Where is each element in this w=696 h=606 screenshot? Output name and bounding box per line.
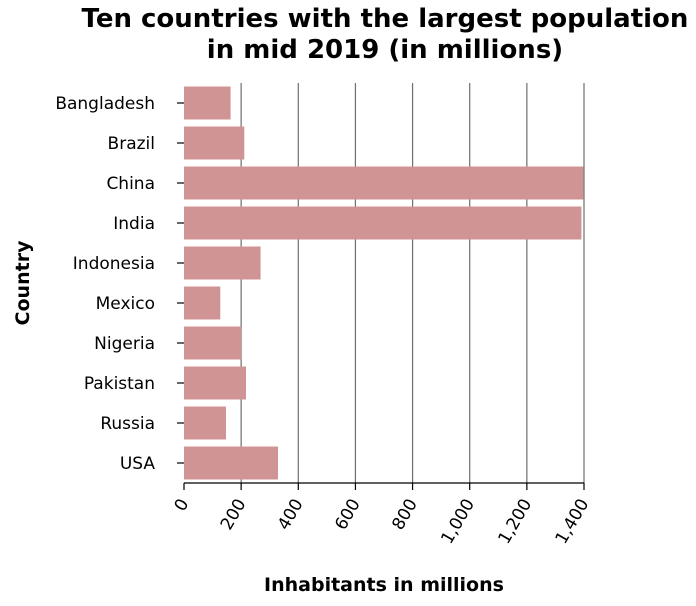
y-tick-label: Indonesia: [73, 254, 155, 274]
y-tick-label: Nigeria: [94, 334, 155, 354]
x-tick-label: 600: [331, 496, 365, 534]
bar-mexico: [184, 286, 221, 320]
y-tick-label: Pakistan: [84, 374, 155, 394]
x-tick-label: 1,400: [552, 496, 594, 548]
bar-usa: [184, 446, 278, 480]
y-tick-label: Bangladesh: [55, 94, 155, 114]
x-tick-label: 800: [388, 496, 422, 534]
x-tick-label: 200: [217, 496, 251, 534]
axes: 0 200 400 600 800 1,000 1,200 1,400 Bangladesh Br…: [55, 94, 593, 548]
bar-indonesia: [184, 246, 261, 280]
bar-china: [184, 166, 584, 200]
y-tick-label: Russia: [100, 414, 155, 434]
x-tick-label: 1,200: [495, 496, 537, 548]
chart-title: Ten countries with the largest populatio…: [60, 4, 696, 66]
y-tick-label: China: [106, 174, 155, 194]
y-tick-label: USA: [120, 454, 156, 474]
x-tick-label: 1,000: [437, 496, 479, 548]
bar-brazil: [184, 126, 245, 160]
gridlines: [240, 83, 585, 483]
y-tick-label: Brazil: [108, 134, 155, 154]
bar-nigeria: [184, 326, 242, 360]
y-axis-title: Country: [12, 240, 34, 326]
y-tick-label: India: [113, 214, 155, 234]
x-tick-label: 0: [171, 496, 194, 515]
bars: [184, 86, 584, 480]
bar-bangladesh: [184, 86, 231, 120]
chart-title-line-1: Ten countries with the largest populatio…: [81, 4, 689, 34]
bar-russia: [184, 406, 226, 440]
chart-title-line-2: in mid 2019 (in millions): [206, 35, 564, 65]
bar-pakistan: [184, 366, 246, 400]
bar-india: [184, 206, 582, 240]
x-tick-label: 400: [274, 496, 308, 534]
x-axis-title: Inhabitants in millions: [264, 574, 504, 596]
y-tick-label: Mexico: [96, 294, 155, 314]
